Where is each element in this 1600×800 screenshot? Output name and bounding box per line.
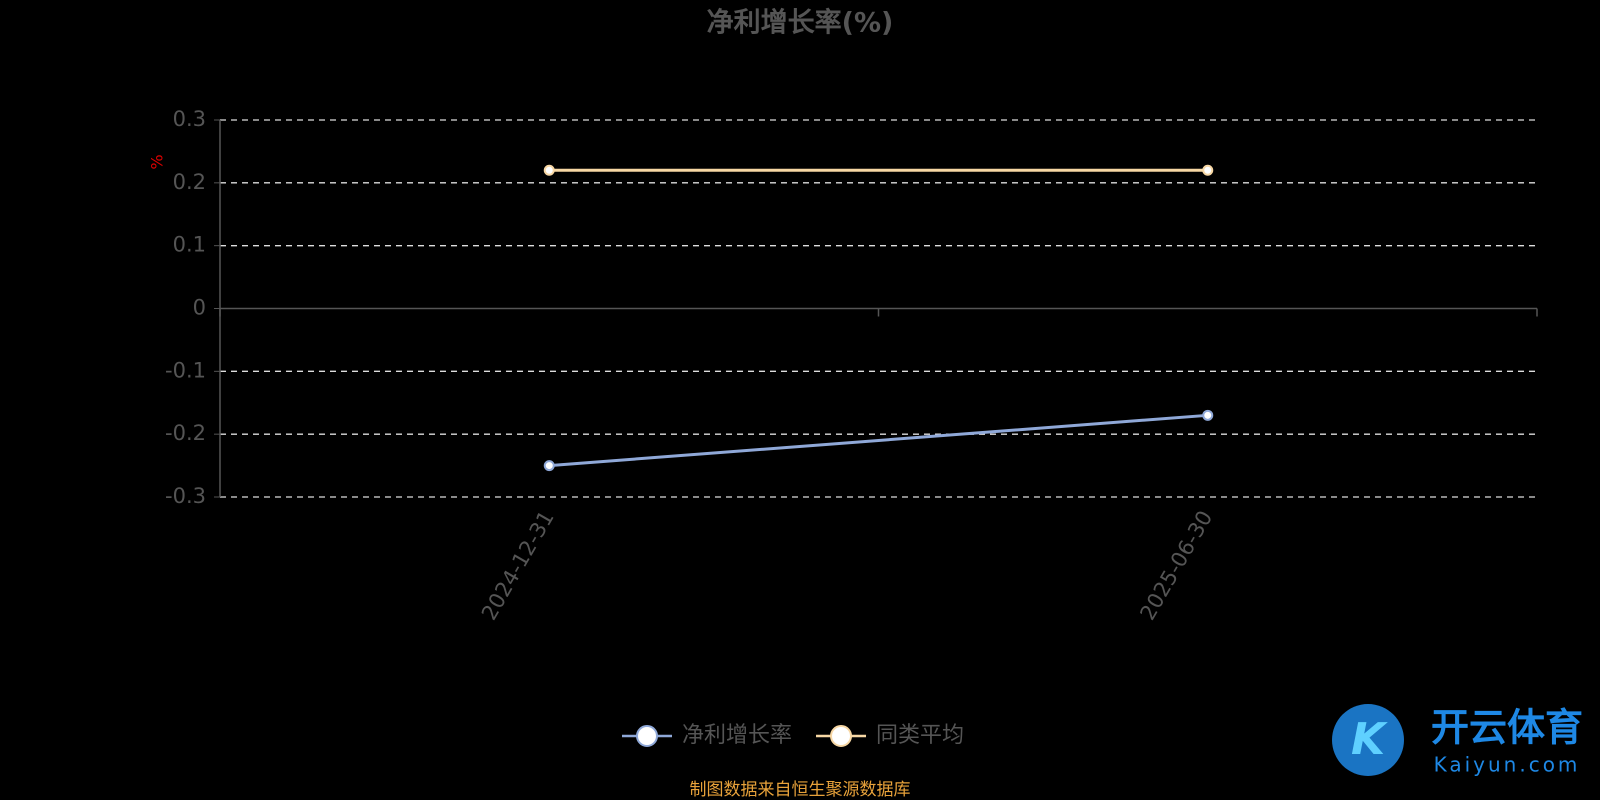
data-point xyxy=(543,164,555,176)
data-point xyxy=(543,460,555,472)
source-note: 制图数据来自恒生聚源数据库 xyxy=(690,780,911,800)
y-tick-label: 0.3 xyxy=(173,107,206,131)
watermark-brand: 开云体育 xyxy=(1431,706,1583,750)
legend-marker xyxy=(830,725,853,747)
watermark: K 开云体育 Kaiyun.com xyxy=(1332,704,1583,777)
y-tick-label: -0.3 xyxy=(165,484,206,508)
y-tick-label: 0.1 xyxy=(173,233,206,257)
data-point xyxy=(1202,164,1214,176)
legend-label: 净利增长率 xyxy=(682,723,792,748)
legend-label: 同类平均 xyxy=(876,723,964,748)
chart-title: 净利增长率(%) xyxy=(707,7,894,39)
y-tick-label: 0 xyxy=(193,296,206,320)
y-tick-label: -0.1 xyxy=(165,358,206,382)
legend-marker xyxy=(636,725,658,747)
logo-letter: K xyxy=(1351,714,1388,765)
y-tick-label: -0.2 xyxy=(165,421,206,445)
legend-item: 净利增长率 xyxy=(622,723,792,748)
y-tick-label: 0.2 xyxy=(173,170,206,194)
y-axis-label: % xyxy=(148,154,167,169)
series-line xyxy=(549,413,1208,468)
watermark-site: Kaiyun.com xyxy=(1434,753,1581,777)
logo-icon xyxy=(1332,704,1404,776)
data-point xyxy=(1202,409,1214,421)
legend-item: 同类平均 xyxy=(816,723,964,748)
